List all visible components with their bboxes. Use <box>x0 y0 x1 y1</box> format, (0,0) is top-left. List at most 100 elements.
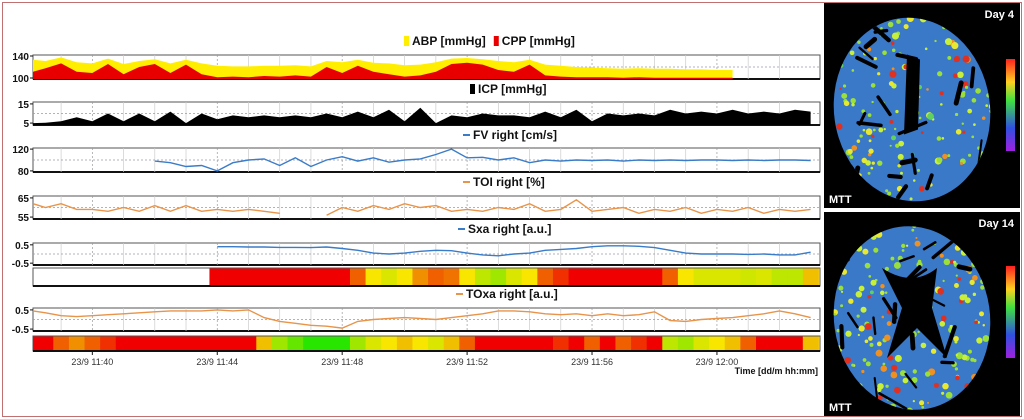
x-axis: 23/9 11:40 23/9 11:44 23/9 11:48 23/9 11:52… <box>71 351 738 367</box>
legend-swatch <box>493 36 499 46</box>
x-tick-label: 23/9 11:40 <box>71 357 113 367</box>
colorbar-cell <box>115 336 132 351</box>
colorbar-cell <box>537 268 554 286</box>
colorbar-cell <box>771 268 788 286</box>
colorbar-cell <box>131 336 148 351</box>
colorbar-cell <box>693 336 710 351</box>
panel-abp: ABP [mmHg] CPP [mmHg] 100 140 <box>12 34 821 85</box>
colorbar-cell <box>303 268 320 286</box>
colorbar-cell <box>256 268 273 286</box>
y-tick-label: 140 <box>12 52 29 63</box>
colorbar-cell <box>459 268 476 286</box>
colorbar-cell <box>755 336 773 351</box>
colorbar-cell <box>584 336 601 351</box>
color-scale-bar <box>1006 59 1015 151</box>
colorbar-cell <box>521 336 538 351</box>
panel-fv: FV right [cm/s] 80 120 <box>12 128 821 178</box>
colorbar-cell <box>209 268 226 286</box>
y-tick-label: 65 <box>18 194 30 205</box>
colorbar-cell <box>693 268 710 286</box>
colorbar-cell <box>381 336 398 351</box>
colorbar-cell <box>709 336 726 351</box>
colorbar-cell <box>584 268 601 286</box>
x-axis-label: Time [dd/m hh:mm] <box>735 366 818 376</box>
mtt-perfusion-map-1: Day 4 MTT <box>822 3 1020 208</box>
y-tick-label: 55 <box>18 213 30 224</box>
colorbar-cell <box>349 268 367 286</box>
colorbar-cell <box>474 268 492 286</box>
series-line-sxa <box>217 245 811 257</box>
colorbar-cell <box>677 268 695 286</box>
map-type-label: MTT <box>829 402 852 414</box>
colorbar-cell <box>428 336 445 351</box>
panel-title: TOI right [%] <box>473 175 545 189</box>
colorbar-cell <box>443 268 460 286</box>
map-type-label: MTT <box>829 194 852 206</box>
series-line-toi <box>32 202 280 214</box>
colorbar-cell <box>225 268 242 286</box>
x-tick-label: 23/9 12:00 <box>696 357 739 367</box>
colorbar-cell <box>677 336 695 351</box>
colorbar-cell <box>240 336 257 351</box>
colorbar-cell <box>631 268 648 286</box>
colorbar-cell <box>37 336 54 351</box>
colorbar-cell <box>474 336 492 351</box>
colorbar-cell <box>631 336 648 351</box>
colorbar-cell <box>599 336 616 351</box>
colorbar-cell <box>802 336 819 351</box>
x-tick-label: 23/9 11:48 <box>321 357 363 367</box>
panel-icp: ICP [mmHg] 5 15 <box>18 82 821 130</box>
series-line-fv <box>154 148 811 172</box>
y-tick-label: 80 <box>18 167 30 178</box>
y-tick-label: 5 <box>23 119 29 130</box>
colorbar-cell <box>381 268 398 286</box>
colorbar-cell <box>365 268 382 286</box>
colorbar-cell <box>318 268 335 286</box>
colorbar-cell <box>365 336 382 351</box>
colorbar-cell <box>521 268 538 286</box>
panel-title: TOxa right [a.u.] <box>466 287 558 301</box>
colorbar-cell <box>178 336 195 351</box>
x-tick-label: 23/9 11:52 <box>446 357 488 367</box>
colorbar-cell <box>100 336 117 351</box>
colorbar-cell <box>225 336 242 351</box>
panel-title: FV right [cm/s] <box>473 128 557 142</box>
colorbar-cell <box>162 336 179 351</box>
mtt-perfusion-map-2: Day 14 MTT <box>821 212 1020 418</box>
colorbar-cell <box>334 336 351 351</box>
colorbar-cell <box>84 336 101 351</box>
colorbar-cell <box>568 336 585 351</box>
colorbar-cell <box>506 268 523 286</box>
panel-toxa: TOxa right [a.u.] -0.5 0.5 <box>12 287 821 352</box>
colorbar-cell <box>787 336 804 351</box>
y-tick-label: 0.5 <box>15 241 29 252</box>
colorbar-cell <box>396 268 413 286</box>
colorbar-cell <box>209 336 226 351</box>
colorbar-cell <box>68 336 86 351</box>
colorbar-cell <box>53 336 70 351</box>
colorbar-cell <box>240 268 257 286</box>
colorbar-cell <box>396 336 413 351</box>
colorbar-cell <box>662 336 679 351</box>
y-tick-label: 15 <box>18 100 30 111</box>
colorbar-cell <box>802 268 819 286</box>
panel-toi: TOI right [%] 55 65 <box>18 175 821 224</box>
colorbar-cell <box>490 268 507 286</box>
colorbar-cell <box>193 336 210 351</box>
colorbar-cell <box>662 268 679 286</box>
panel-sxa: Sxa right [a.u.] -0.5 0.5 <box>12 222 821 287</box>
series-area-cpp <box>33 62 733 79</box>
series-area-abp <box>33 57 733 79</box>
colorbar-cell <box>334 268 351 286</box>
colorbar-cell <box>709 268 726 286</box>
colorbar-cell <box>771 336 788 351</box>
colorbar-cell <box>303 336 320 351</box>
series-area-icp <box>33 107 811 125</box>
y-tick-label: 0.5 <box>15 306 29 317</box>
series-line-toxa <box>32 309 811 329</box>
colorbar-cell <box>490 336 507 351</box>
day-label: Day 14 <box>979 218 1015 230</box>
colorbar-cell <box>724 268 741 286</box>
series-line-toi <box>326 198 811 216</box>
